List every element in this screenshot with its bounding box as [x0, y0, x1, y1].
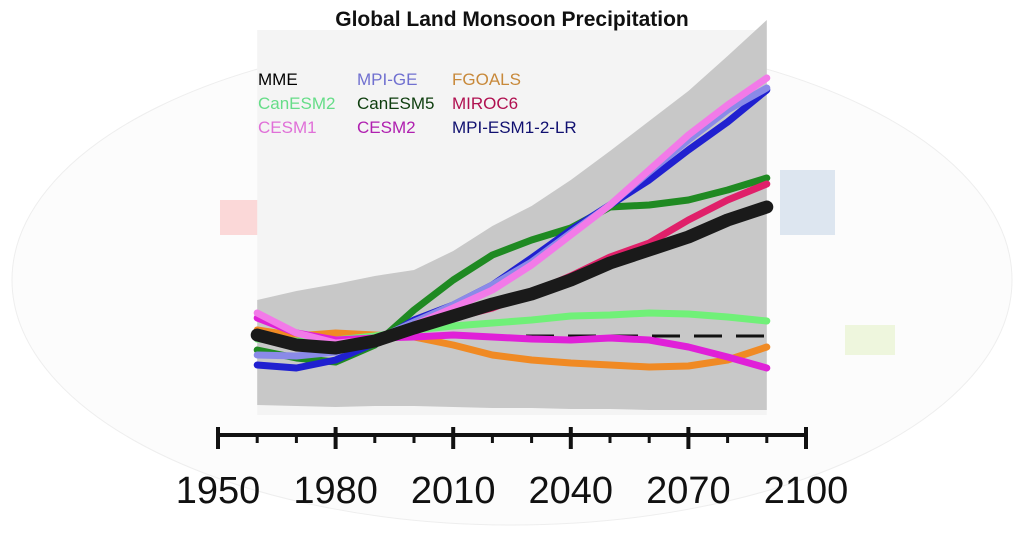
x-tick-label: 1950	[175, 470, 261, 512]
legend-entry-miroc6: MIROC6	[452, 94, 519, 113]
series-line-mme	[250, 200, 774, 355]
legend-entry-cesm1: CESM1	[258, 118, 317, 137]
monsoon-region-central-america	[220, 200, 260, 235]
x-axis	[216, 427, 808, 449]
legend-entry-canesm5: CanESM5	[357, 94, 435, 113]
series-line-fgoals	[253, 326, 771, 371]
monsoon-region-east-asia	[780, 170, 835, 235]
x-tick-label: 1980	[293, 470, 378, 512]
legend-entry-canesm2: CanESM2	[258, 94, 336, 113]
legend-entry-cesm2: CESM2	[357, 118, 416, 137]
monsoon-region-australia	[845, 325, 895, 355]
legend-entry-fgoals: FGOALS	[452, 70, 521, 89]
x-tick-label: 2070	[646, 470, 731, 512]
legend-entry-mpi-ge: MPI-GE	[357, 70, 418, 89]
legend-entry-mme: MME	[258, 70, 298, 89]
x-tick-label: 2010	[410, 470, 496, 512]
x-tick-label: 2100	[763, 470, 849, 512]
chart-title: Global Land Monsoon Precipitation	[335, 8, 689, 31]
legend-entry-mpi-esm1-2-lr: MPI-ESM1-2-LR	[452, 118, 577, 137]
x-tick-label: 2040	[528, 470, 614, 512]
